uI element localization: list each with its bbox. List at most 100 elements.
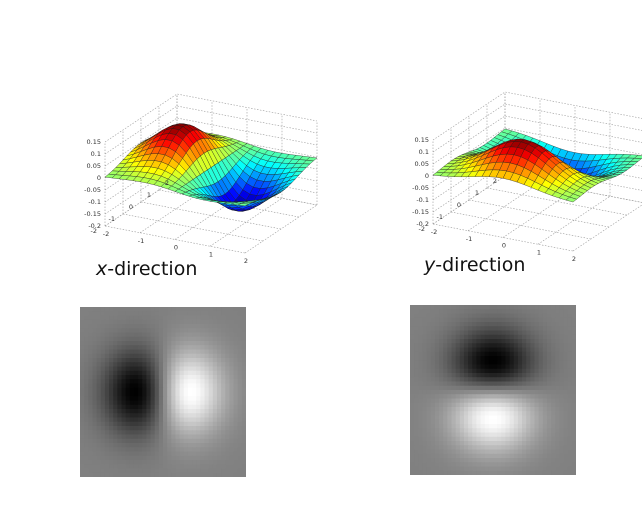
- heatmap-y-cell: [534, 356, 540, 361]
- heatmap-y-cell: [526, 377, 531, 383]
- heatmap-x-cell: [150, 396, 156, 402]
- heatmap-y-cell: [522, 424, 527, 429]
- heatmap-x-cell: [175, 349, 181, 355]
- heatmap-y-cell: [468, 402, 473, 408]
- heatmap-x-cell: [163, 332, 168, 338]
- heatmap-x-cell: [100, 460, 106, 465]
- heatmap-x-cell: [142, 392, 147, 397]
- surface-y-z-tick-label: -0.05: [412, 184, 429, 192]
- heatmap-x-cell: [187, 311, 193, 317]
- heatmap-x-cell: [80, 464, 85, 470]
- heatmap-y-cell: [571, 419, 576, 425]
- heatmap-y-cell: [546, 398, 552, 404]
- heatmap-x-cell: [237, 370, 243, 376]
- heatmap-y-cell: [522, 436, 527, 442]
- heatmap-y-cell: [509, 445, 515, 451]
- heatmap-x-cell: [212, 336, 218, 342]
- heatmap-x-cell: [237, 396, 243, 402]
- heatmap-y-cell: [447, 394, 453, 400]
- heatmap-x-cell: [196, 404, 201, 410]
- heatmap-x-cell: [171, 468, 177, 474]
- heatmap-y-cell: [455, 339, 461, 344]
- heatmap-y-cell: [488, 381, 494, 387]
- heatmap-y-cell: [472, 305, 477, 310]
- heatmap-x-cell: [117, 370, 123, 376]
- heatmap-x-cell: [187, 328, 193, 334]
- heatmap-x-cell: [183, 396, 189, 402]
- heatmap-y-cell: [410, 347, 415, 353]
- heatmap-y-cell: [439, 330, 444, 336]
- heatmap-x-cell: [216, 430, 222, 436]
- heatmap-y-cell: [459, 377, 465, 383]
- heatmap-y-cell: [497, 334, 502, 340]
- heatmap-y-cell: [501, 360, 507, 366]
- heatmap-x-cell: [88, 345, 94, 351]
- heatmap-y-cell: [463, 453, 469, 459]
- heatmap-x-cell: [229, 409, 235, 414]
- heatmap-y-cell: [430, 330, 436, 336]
- heatmap-x-cell: [212, 413, 218, 419]
- heatmap-y-cell: [497, 466, 502, 472]
- heatmap-x-cell: [187, 362, 193, 368]
- heatmap-y-cell: [542, 441, 548, 446]
- heatmap-y-cell: [530, 373, 536, 378]
- heatmap-x-cell: [208, 409, 214, 414]
- heatmap-y-cell: [484, 394, 490, 400]
- heatmap-y-cell: [476, 432, 482, 438]
- heatmap-y-cell: [488, 458, 494, 463]
- heatmap-x-cell: [88, 341, 94, 346]
- heatmap-x-cell: [117, 426, 123, 431]
- heatmap-x-cell: [104, 396, 110, 402]
- heatmap-y-cell: [546, 470, 552, 475]
- heatmap-y-cell: [534, 326, 540, 332]
- heatmap-x-cell: [225, 353, 230, 359]
- heatmap-x-cell: [187, 430, 193, 436]
- heatmap-x-cell: [208, 328, 214, 334]
- heatmap-y-cell: [488, 343, 494, 349]
- heatmap-x-cell: [204, 472, 210, 477]
- heatmap-y-cell: [555, 419, 560, 425]
- heatmap-x-cell: [167, 362, 172, 368]
- heatmap-x-cell: [138, 366, 143, 372]
- heatmap-y-cell: [530, 398, 536, 404]
- heatmap-x-cell: [133, 426, 139, 431]
- heatmap-x-cell: [109, 349, 114, 355]
- heatmap-x-cell: [237, 455, 243, 461]
- heatmap-x-cell: [142, 383, 147, 389]
- heatmap-x-cell: [88, 311, 94, 317]
- caption-x-rest: -direction: [107, 258, 198, 280]
- heatmap-y-cell: [447, 347, 453, 353]
- heatmap-y-cell: [468, 322, 473, 327]
- heatmap-y-cell: [501, 330, 507, 336]
- heatmap-y-cell: [497, 453, 502, 459]
- heatmap-y-cell: [555, 466, 560, 472]
- heatmap-y-cell: [513, 330, 519, 336]
- heatmap-y-cell: [501, 305, 507, 310]
- heatmap-x-cell: [146, 472, 152, 477]
- heatmap-x-cell: [175, 404, 181, 410]
- heatmap-y-cell: [468, 470, 473, 475]
- heatmap-x-cell: [192, 421, 197, 427]
- heatmap-x-cell: [233, 349, 239, 355]
- heatmap-y-cell: [434, 373, 440, 378]
- heatmap-x-cell: [204, 468, 210, 474]
- heatmap-y-cell: [567, 351, 573, 357]
- heatmap-x-cell: [158, 332, 164, 338]
- heatmap-y-cell: [455, 385, 461, 391]
- heatmap-x-cell: [104, 417, 110, 423]
- heatmap-y-cell: [430, 322, 436, 327]
- heatmap-x-cell: [175, 396, 181, 402]
- heatmap-x-cell: [196, 392, 201, 397]
- heatmap-x-cell: [121, 375, 127, 380]
- heatmap-y-cell: [480, 309, 486, 315]
- heatmap-y-cell: [480, 356, 486, 361]
- heatmap-y-cell: [509, 390, 515, 395]
- heatmap-y-cell: [410, 313, 415, 319]
- heatmap-y-cell: [426, 368, 432, 374]
- heatmap-x-cell: [84, 417, 89, 423]
- heatmap-y-cell: [497, 373, 502, 378]
- heatmap-x-cell: [109, 413, 114, 419]
- heatmap-y-cell: [563, 441, 569, 446]
- heatmap-x-cell: [117, 447, 123, 453]
- heatmap-x-cell: [163, 341, 168, 346]
